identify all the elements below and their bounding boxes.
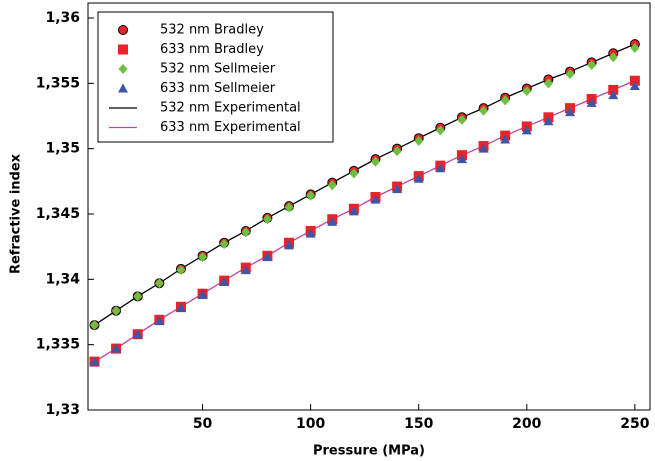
diamond-point <box>262 214 272 225</box>
triangle-point <box>500 134 511 144</box>
triangle-point <box>284 240 295 250</box>
triangle-point <box>305 228 316 238</box>
diamond-point <box>241 227 251 238</box>
triangle-point <box>219 276 230 286</box>
diamond-point <box>154 278 164 289</box>
legend-label: 532 nm Bradley <box>160 23 264 38</box>
triangle-point <box>565 107 576 117</box>
diamond-point <box>543 78 553 89</box>
diamond-point <box>587 60 597 71</box>
legend-label: 532 nm Experimental <box>160 101 301 116</box>
legend-marker <box>118 44 128 55</box>
triangle-point <box>413 173 424 183</box>
x-tick-label: 100 <box>296 416 325 432</box>
diamond-point <box>479 105 489 116</box>
triangle-point <box>348 206 359 216</box>
triangle-point <box>154 316 165 326</box>
x-tick-label: 250 <box>620 416 649 432</box>
diamond-point <box>176 265 186 276</box>
legend-marker <box>118 83 128 93</box>
diamond-point <box>327 180 337 191</box>
x-tick-label: 150 <box>404 416 433 432</box>
diamond-point <box>630 43 640 54</box>
triangle-point <box>111 343 122 353</box>
triangle-point <box>370 194 381 204</box>
y-tick-label: 1,345 <box>36 206 80 222</box>
diamond-point <box>522 86 532 97</box>
diamond-point <box>414 135 424 146</box>
square-point <box>608 84 619 95</box>
legend-label: 633 nm Sellmeier <box>160 81 276 96</box>
square-point <box>629 75 640 86</box>
triangle-point <box>521 125 532 135</box>
legend-label: 532 nm Sellmeier <box>160 62 276 77</box>
legend-label: 633 nm Experimental <box>160 120 301 135</box>
diamond-point <box>392 146 402 157</box>
triangle-point <box>89 356 100 366</box>
legend-label: 633 nm Bradley <box>160 42 264 57</box>
triangle-point <box>327 216 338 226</box>
diamond-point <box>133 291 143 302</box>
legend: 532 nm Bradley 633 nm Bradley 532 nm Sellm… <box>97 11 334 143</box>
diamond-point <box>370 156 380 167</box>
triangle-point <box>586 97 597 107</box>
y-tick-label: 1,33 <box>45 402 80 418</box>
diamond-point <box>608 52 618 63</box>
diamond-point <box>219 239 229 250</box>
y-tick-label: 1,355 <box>36 75 80 91</box>
diamond-point <box>500 95 510 106</box>
diamond-point <box>284 202 294 213</box>
triangle-point <box>456 154 467 164</box>
x-tick-label: 50 <box>193 416 213 432</box>
diamond-point <box>349 168 359 179</box>
x-tick-label: 200 <box>512 416 541 432</box>
triangle-point <box>392 184 403 194</box>
triangle-point <box>175 303 186 313</box>
legend-box <box>97 11 334 143</box>
y-tick-label: 1,35 <box>45 141 80 157</box>
triangle-point <box>197 290 208 300</box>
triangle-point <box>629 80 640 90</box>
legend-marker <box>118 25 128 35</box>
diamond-point <box>565 69 575 80</box>
diamond-point <box>435 125 445 136</box>
triangle-point <box>608 90 619 100</box>
diamond-point <box>198 252 208 263</box>
legend-marker <box>118 64 128 74</box>
diamond-point <box>111 305 121 316</box>
x-axis-label: Pressure (MPa) <box>313 444 425 459</box>
triangle-point <box>478 143 489 153</box>
y-tick-label: 1,335 <box>36 337 80 353</box>
y-tick-label: 1,34 <box>45 271 80 287</box>
y-tick-label: 1,36 <box>45 10 80 26</box>
diamond-point <box>89 320 99 331</box>
y-axis-label: Refractive index <box>9 153 24 274</box>
triangle-point <box>435 163 446 173</box>
triangle-point <box>262 252 273 262</box>
plot-frame <box>87 2 651 411</box>
triangle-point <box>240 265 251 275</box>
diamond-point <box>306 190 316 201</box>
triangle-point <box>543 116 554 126</box>
triangle-point <box>132 329 143 339</box>
diamond-point <box>457 114 467 125</box>
